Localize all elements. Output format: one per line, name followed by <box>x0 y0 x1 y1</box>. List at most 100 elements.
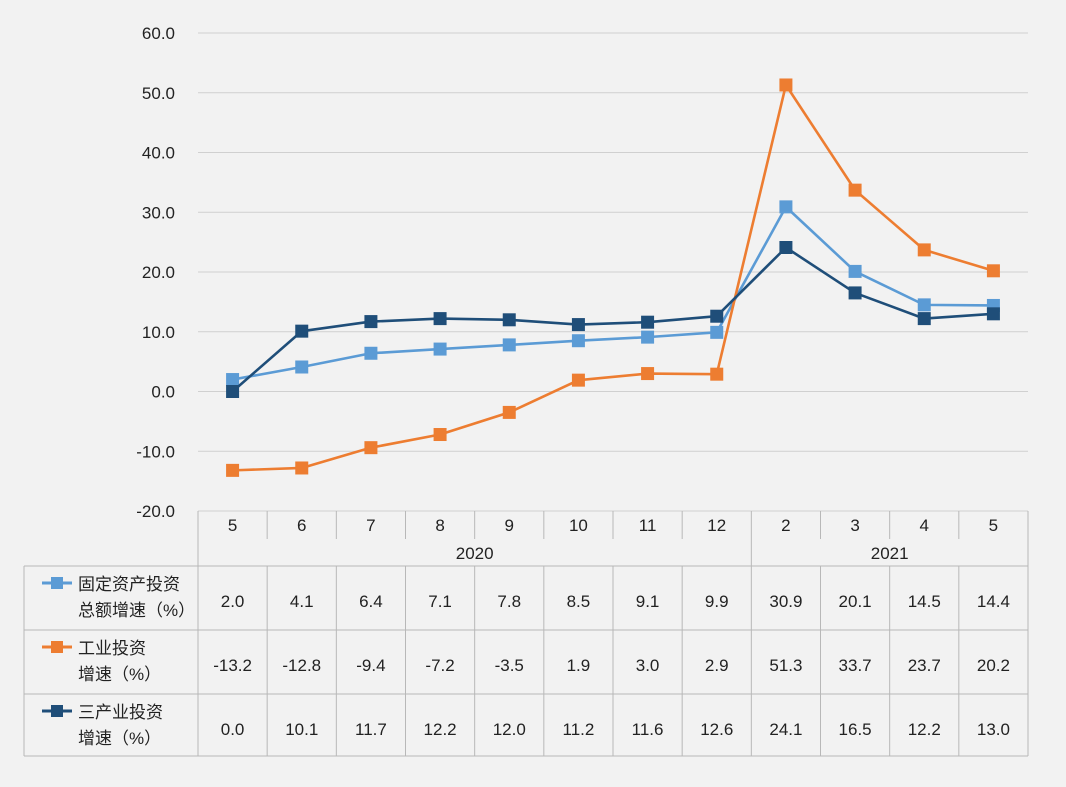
data-label: 13.0 <box>977 720 1010 739</box>
series-line <box>231 246 994 393</box>
data-label: 2.9 <box>705 656 729 675</box>
data-point <box>986 307 1000 321</box>
data-point <box>710 325 724 339</box>
data-label: 20.1 <box>839 592 872 611</box>
legend-label: 增速（%） <box>78 729 161 748</box>
y-tick-label: 10.0 <box>142 323 175 342</box>
data-label: 9.9 <box>705 592 729 611</box>
y-tick-label: 50.0 <box>142 84 175 103</box>
data-point <box>641 315 655 329</box>
data-label: -3.5 <box>495 656 524 675</box>
data-label: 4.1 <box>290 592 314 611</box>
data-label: 6.4 <box>359 592 383 611</box>
data-point <box>364 346 378 360</box>
data-label: 12.0 <box>493 720 526 739</box>
data-point <box>295 461 309 475</box>
legend-marker <box>51 705 63 717</box>
y-tick-label: -20.0 <box>136 502 175 521</box>
y-tick-label: 0.0 <box>151 383 175 402</box>
data-point <box>779 241 793 255</box>
data-point <box>848 264 862 278</box>
x-tick-label: 7 <box>366 516 375 535</box>
data-point <box>917 312 931 326</box>
data-label: 16.5 <box>839 720 872 739</box>
data-point <box>295 324 309 338</box>
data-label: 23.7 <box>908 656 941 675</box>
y-tick-label: 60.0 <box>142 24 175 43</box>
data-point <box>364 315 378 329</box>
data-label: -9.4 <box>356 656 385 675</box>
data-label: 10.1 <box>285 720 318 739</box>
data-point <box>502 405 516 419</box>
data-label: 24.1 <box>769 720 802 739</box>
x-tick-label: 4 <box>920 516 929 535</box>
data-point <box>571 373 585 387</box>
data-point <box>917 243 931 257</box>
data-point <box>571 318 585 332</box>
series-line <box>232 205 994 381</box>
data-point <box>779 200 793 214</box>
x-tick-label: 9 <box>505 516 514 535</box>
data-label: 12.6 <box>700 720 733 739</box>
x-tick-label: 11 <box>639 516 657 535</box>
y-tick-label: 20.0 <box>142 263 175 282</box>
data-point <box>641 367 655 381</box>
data-label: 14.4 <box>977 592 1010 611</box>
data-label: 3.0 <box>636 656 660 675</box>
data-label: 7.8 <box>497 592 521 611</box>
x-tick-label: 5 <box>228 516 237 535</box>
data-point <box>364 441 378 455</box>
data-point <box>433 342 447 356</box>
data-point <box>986 264 1000 278</box>
data-label: 0.0 <box>221 720 245 739</box>
legend-label: 固定资产投资 <box>78 575 180 594</box>
year-group-label: 2020 <box>456 544 494 563</box>
data-label: 14.5 <box>908 592 941 611</box>
data-label: 30.9 <box>769 592 802 611</box>
y-axis: 60.0 50.0 40.0 30.0 20.0 10.0 0.0 -10.0 -20.0 <box>136 24 175 521</box>
data-point <box>641 330 655 344</box>
legend-label: 三产业投资 <box>78 703 163 722</box>
legend-marker <box>51 577 63 589</box>
legend-label: 工业投资 <box>78 639 146 658</box>
legend-label: 总额增速（%） <box>78 601 195 620</box>
data-point <box>571 334 585 348</box>
data-point <box>710 309 724 323</box>
data-label: 8.5 <box>567 592 591 611</box>
data-label: 11.2 <box>563 720 595 739</box>
data-label: 20.2 <box>977 656 1010 675</box>
y-tick-label: 40.0 <box>142 144 175 163</box>
data-label: 1.9 <box>567 656 591 675</box>
y-tick-label: -10.0 <box>136 442 175 461</box>
data-point <box>226 385 240 398</box>
data-label: 11.6 <box>632 720 664 739</box>
gridlines <box>198 32 1028 512</box>
data-label: 9.1 <box>636 592 660 611</box>
data-point <box>917 298 931 312</box>
x-tick-label: 6 <box>297 516 306 535</box>
data-point <box>502 338 516 352</box>
year-group-label: 2021 <box>871 544 909 563</box>
data-label: 12.2 <box>424 720 457 739</box>
data-point <box>226 463 240 477</box>
data-point <box>433 428 447 442</box>
x-tick-label: 8 <box>435 516 444 535</box>
data-label: 51.3 <box>769 656 802 675</box>
series-line <box>232 83 994 472</box>
x-tick-label: 12 <box>707 516 726 535</box>
x-tick-label: 5 <box>989 516 998 535</box>
data-label: 33.7 <box>839 656 872 675</box>
legend-label: 增速（%） <box>78 665 161 684</box>
data-point <box>295 360 309 374</box>
data-label: 7.1 <box>428 592 452 611</box>
y-tick-label: 30.0 <box>142 203 175 222</box>
x-tick-label: 10 <box>569 516 588 535</box>
data-point <box>710 367 724 381</box>
data-point <box>848 183 862 197</box>
data-point <box>502 313 516 327</box>
data-label: 2.0 <box>221 592 245 611</box>
legend-marker <box>51 641 63 653</box>
x-tick-label: 2 <box>781 516 790 535</box>
